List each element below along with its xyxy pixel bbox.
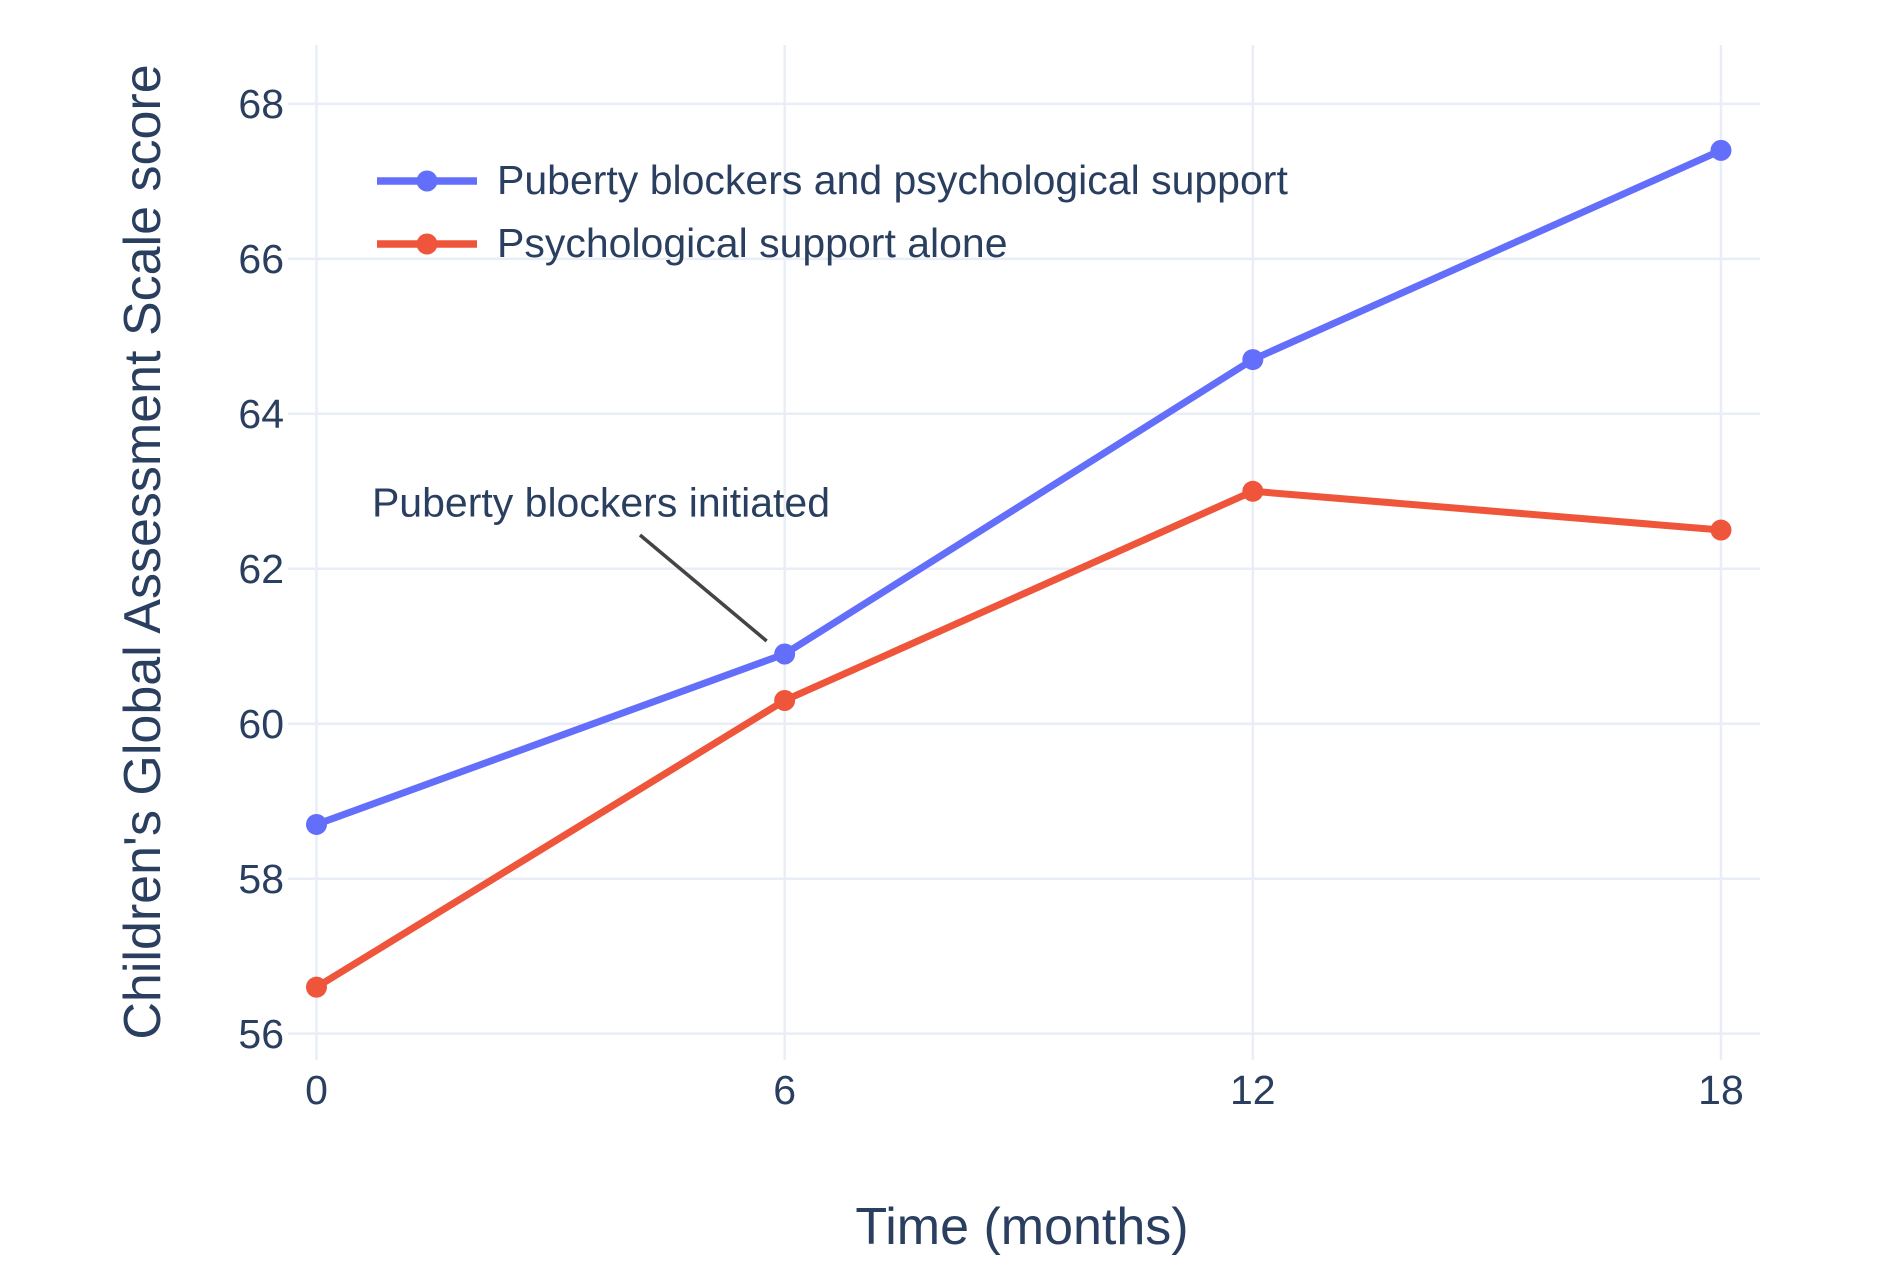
x-tick-label-6: 6	[773, 1067, 797, 1113]
y-tick-label-64: 64	[238, 390, 284, 437]
legend-line-marker-icon	[377, 170, 477, 191]
legend-line-marker-icon	[377, 233, 477, 254]
data-point-series0-x6	[774, 643, 796, 665]
y-axis-title: Children's Global Assessment Scale score	[114, 64, 172, 1040]
series-line-1	[312, 487, 1725, 991]
gridlines	[288, 45, 1760, 1060]
annotation-leader-line	[638, 533, 768, 643]
data-point-series0-x12	[1242, 349, 1264, 371]
data-point-series1-x0	[305, 976, 327, 998]
data-point-series1-x18	[1710, 519, 1732, 541]
x-tick-label-18: 18	[1698, 1067, 1744, 1113]
x-axis-title: Time (months)	[855, 1198, 1189, 1256]
x-tick-label-0: 0	[305, 1067, 328, 1113]
annotation-text: Puberty blockers initiated	[371, 479, 831, 526]
y-tick-label-66: 66	[238, 235, 284, 282]
x-tick-label-12: 12	[1230, 1067, 1276, 1113]
data-point-series1-x12	[1242, 480, 1264, 502]
y-tick-label-58: 58	[238, 855, 284, 902]
annotation-line	[638, 533, 768, 643]
data-point-series0-x0	[305, 813, 327, 835]
y-tick-label-60: 60	[238, 700, 284, 747]
legend: Puberty blockers and psychological suppo…	[377, 149, 1288, 275]
y-tick-label-68: 68	[238, 80, 284, 127]
series-line-0	[312, 146, 1725, 828]
legend-label: Puberty blockers and psychological suppo…	[497, 157, 1288, 203]
legend-label: Psychological support alone	[497, 220, 1008, 266]
legend-item-blockers: Puberty blockers and psychological suppo…	[377, 149, 1288, 212]
data-point-series1-x6	[774, 689, 796, 711]
y-tick-label-56: 56	[238, 1010, 284, 1057]
legend-item-psych-alone: Psychological support alone	[377, 212, 1288, 275]
data-series	[305, 139, 1732, 998]
y-tick-label-62: 62	[238, 545, 284, 592]
data-point-series0-x18	[1710, 139, 1732, 161]
